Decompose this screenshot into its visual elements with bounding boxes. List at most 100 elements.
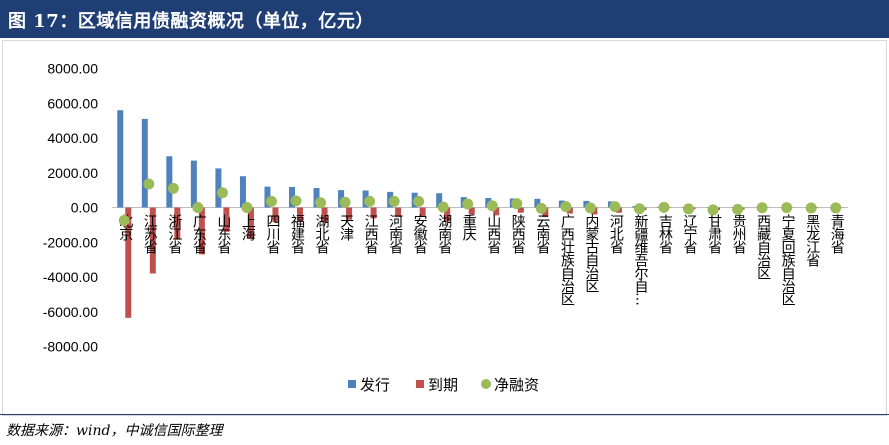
x-tick-label: 贵州省 bbox=[731, 214, 747, 254]
net-dot bbox=[560, 201, 572, 213]
y-tick-label: -4000.00 bbox=[43, 269, 98, 285]
net-dot bbox=[756, 202, 768, 214]
y-tick-label: 4000.00 bbox=[47, 130, 98, 146]
bar-mature bbox=[149, 207, 156, 274]
net-dot bbox=[413, 195, 425, 207]
x-tick-label: 新疆维吾尔自… bbox=[632, 214, 648, 305]
net-dot bbox=[265, 195, 277, 207]
legend-label: 到期 bbox=[428, 376, 458, 394]
y-tick-label: 8000.00 bbox=[47, 61, 98, 77]
bar-issue bbox=[239, 176, 246, 208]
bar-mature bbox=[198, 207, 205, 255]
bar-mature bbox=[223, 207, 230, 232]
source-divider bbox=[0, 414, 889, 415]
net-dot bbox=[732, 203, 744, 215]
net-dot bbox=[437, 201, 449, 213]
bar-mature bbox=[468, 207, 475, 215]
x-tick-label: 江苏省 bbox=[142, 214, 158, 254]
bar-mature bbox=[272, 207, 279, 223]
legend-swatch bbox=[348, 380, 356, 388]
bar-mature bbox=[444, 207, 451, 222]
net-dot bbox=[535, 202, 547, 214]
bar-mature bbox=[321, 207, 328, 223]
net-dot bbox=[658, 201, 670, 213]
x-tick-label: 天津 bbox=[338, 214, 354, 241]
bar-mature bbox=[174, 207, 181, 240]
net-dot bbox=[241, 202, 253, 213]
x-tick-label: 甘肃省 bbox=[706, 214, 722, 254]
chart-svg: 8000.00 6000.00 4000.00 2000.00 0.00 -2000.00… bbox=[43, 61, 848, 394]
y-tick-label: 0.00 bbox=[71, 200, 98, 216]
x-tick-label: 重庆 bbox=[461, 214, 477, 241]
bar-mature bbox=[493, 207, 500, 216]
bar-issue bbox=[436, 193, 443, 208]
x-tick-label: 四川省 bbox=[264, 214, 280, 254]
bar-issue bbox=[215, 168, 222, 208]
title-bar: 图 17：区域信用债融资概况（单位，亿元） bbox=[0, 0, 889, 38]
bar-issue bbox=[313, 188, 320, 208]
x-tick-label: 黑龙江省 bbox=[804, 214, 820, 267]
bar-mature bbox=[297, 207, 303, 222]
net-dot bbox=[707, 204, 719, 216]
x-tick-label: 上海 bbox=[240, 214, 256, 241]
y-tick-label: -2000.00 bbox=[43, 234, 98, 250]
bar-issue bbox=[166, 156, 173, 208]
chart-title: 图 17：区域信用债融资概况（单位，亿元） bbox=[8, 11, 374, 32]
net-dot bbox=[143, 178, 155, 190]
net-dot bbox=[118, 215, 130, 227]
net-dot bbox=[683, 203, 695, 215]
bar-mature bbox=[517, 207, 524, 213]
bar-mature bbox=[125, 207, 132, 318]
bar-mature bbox=[419, 207, 426, 217]
bar-issue bbox=[264, 186, 271, 208]
net-dot bbox=[290, 195, 302, 207]
net-dot bbox=[388, 195, 400, 207]
bar-issue bbox=[141, 118, 148, 208]
net-dot bbox=[609, 201, 621, 213]
x-tick-label: 吉林省 bbox=[657, 214, 673, 254]
net-dot bbox=[339, 196, 351, 208]
x-tick-label: 湖南省 bbox=[436, 214, 452, 254]
bar-mature bbox=[542, 207, 549, 218]
net-dot bbox=[511, 198, 523, 210]
net-dot bbox=[192, 202, 204, 213]
x-tick-label: 广东省 bbox=[191, 214, 207, 254]
x-tick-label: 青海省 bbox=[829, 214, 845, 254]
x-tick-label: 广西壮族自治区 bbox=[559, 214, 575, 306]
net-dot bbox=[315, 197, 327, 209]
net-dot bbox=[633, 203, 645, 215]
bar-issue bbox=[190, 160, 197, 208]
y-tick-label: 6000.00 bbox=[47, 95, 98, 111]
source-note: 数据来源：wind，中诚信国际整理 bbox=[6, 423, 223, 439]
x-tick-label: 江西省 bbox=[363, 214, 379, 254]
net-dot bbox=[830, 202, 842, 214]
x-tick-label: 山西省 bbox=[485, 214, 501, 254]
legend-swatch bbox=[416, 380, 424, 388]
y-tick-label: 2000.00 bbox=[47, 165, 98, 181]
net-dot bbox=[364, 195, 376, 207]
x-tick-label: 河南省 bbox=[387, 214, 403, 254]
x-tick-label: 福建省 bbox=[289, 214, 305, 254]
bar-mature bbox=[566, 207, 573, 214]
x-tick-label: 安徽省 bbox=[412, 214, 428, 254]
y-tick-label: -6000.00 bbox=[43, 304, 98, 320]
bar-mature bbox=[346, 207, 353, 220]
bar-mature bbox=[395, 207, 402, 218]
chart-frame bbox=[2, 40, 887, 416]
x-tick-label: 湖北省 bbox=[314, 214, 330, 254]
net-dot bbox=[216, 187, 228, 199]
net-dot bbox=[584, 202, 596, 214]
net-dot bbox=[462, 198, 474, 210]
y-tick-label: -8000.00 bbox=[43, 339, 98, 355]
x-tick-label: 山东省 bbox=[215, 214, 231, 254]
legend-label: 发行 bbox=[360, 376, 390, 394]
x-tick-label: 河北省 bbox=[608, 214, 624, 254]
x-tick-label: 内蒙古自治区 bbox=[583, 214, 599, 293]
net-dot bbox=[781, 202, 793, 214]
legend-label: 净融资 bbox=[494, 376, 539, 394]
net-dot bbox=[805, 202, 817, 214]
bar-mature bbox=[247, 207, 254, 239]
net-dot bbox=[167, 182, 179, 194]
x-tick-label: 陕西省 bbox=[510, 214, 526, 254]
bar-mature bbox=[370, 207, 377, 219]
